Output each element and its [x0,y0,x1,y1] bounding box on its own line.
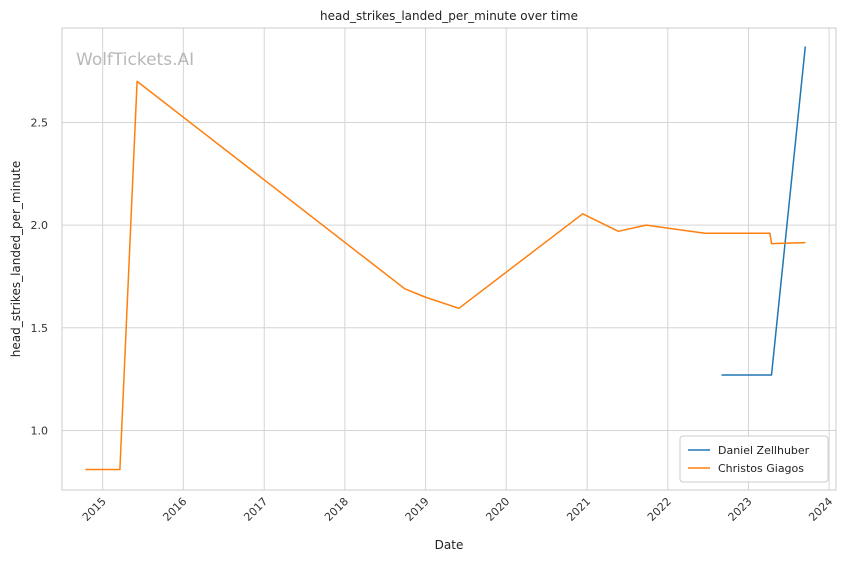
x-tick-label: 2021 [564,495,593,524]
y-tick-label: 2.0 [31,219,49,232]
legend-label: Christos Giagos [718,462,804,475]
x-tick-label: 2017 [241,495,270,524]
legend-box [679,435,829,483]
y-tick-labels: 1.0 1.5 2.0 2.5 [31,116,49,437]
x-axis-label: Date [435,538,464,552]
y-axis-label: head_strikes_landed_per_minute [9,161,23,358]
legend-label: Daniel Zellhuber [718,444,810,457]
series-line-christos-giagos [85,80,806,471]
x-tick-label: 2023 [726,495,755,524]
x-tick-label: 2018 [322,495,351,524]
y-tick-label: 1.0 [31,424,49,437]
x-tick-labels: 2015 2016 2017 2018 2019 2020 2021 2022 2023 2024 [80,495,835,524]
x-tick-label: 2022 [645,495,674,524]
x-tick-label: 2015 [80,495,109,524]
grid [62,28,836,490]
x-tick-label: 2024 [806,495,835,524]
chart-title: head_strikes_landed_per_minute over time [320,9,578,23]
y-tick-label: 2.5 [31,116,49,129]
x-tick-label: 2016 [160,495,189,524]
series-layer [85,46,807,471]
legend: Daniel Zellhuber Christos Giagos [679,435,829,483]
x-tick-label: 2019 [403,495,432,524]
series-line-daniel-zellhuber [721,46,807,376]
x-tick-label: 2020 [483,495,512,524]
watermark: WolfTickets.AI [76,50,194,70]
y-tick-label: 1.5 [31,322,49,335]
plot-frame [61,27,837,491]
